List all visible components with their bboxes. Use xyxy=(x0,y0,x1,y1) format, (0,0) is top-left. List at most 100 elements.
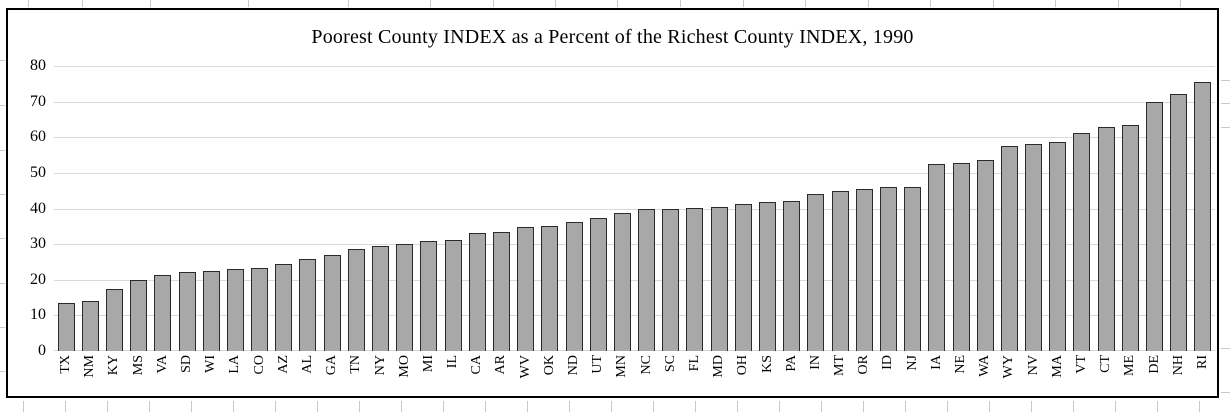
bar-PA xyxy=(783,201,801,351)
x-label-cell-MD: MD xyxy=(707,355,731,397)
sheet-gridline-stub xyxy=(617,0,618,7)
bar-AR xyxy=(492,231,510,351)
x-label-cell-NH: NH xyxy=(1167,355,1191,397)
y-tick-label-0: 0 xyxy=(38,342,46,359)
gridline-80 xyxy=(54,66,1215,67)
x-tick-label-VT: VT xyxy=(1073,355,1089,374)
x-tick-label-MO: MO xyxy=(396,355,412,378)
bar-MD xyxy=(710,206,728,351)
bar-FL xyxy=(686,208,704,351)
gridline-70 xyxy=(54,101,1215,103)
x-label-cell-OK: OK xyxy=(538,355,562,397)
bar-CA xyxy=(468,233,486,351)
bar-MI xyxy=(420,241,438,351)
bar-VT xyxy=(1073,132,1091,351)
sheet-gridline-stub xyxy=(611,401,612,412)
sheet-gridline-stub xyxy=(1073,401,1074,412)
x-axis: TX NM KY MS VA SD WI LA CO AZ AL GA TN NY MO MI IL CA AR WV… xyxy=(54,355,1215,397)
sheet-gridline-stub xyxy=(28,0,29,7)
bar-slot-IL xyxy=(441,66,465,351)
sheet-gridline-stub xyxy=(150,0,151,7)
bar-slot-CT xyxy=(1094,66,1118,351)
bar-slot-TX xyxy=(54,66,78,351)
sheet-gridline-stub xyxy=(401,401,402,412)
bar-slot-SD xyxy=(175,66,199,351)
x-label-cell-CA: CA xyxy=(465,355,489,397)
bar-GA xyxy=(323,254,341,351)
x-label-cell-WI: WI xyxy=(199,355,223,397)
x-label-cell-ND: ND xyxy=(562,355,586,397)
x-tick-label-FL: FL xyxy=(686,355,702,372)
x-label-cell-TX: TX xyxy=(54,355,78,397)
bar-RI xyxy=(1194,82,1212,351)
bar-slot-KS xyxy=(755,66,779,351)
x-tick-label-NE: NE xyxy=(953,355,969,374)
x-tick-label-AL: AL xyxy=(299,355,315,374)
bar-AL xyxy=(299,259,317,351)
gridline-50 xyxy=(54,172,1215,174)
sheet-gridline-stub xyxy=(317,401,318,412)
sheet-gridline-stub xyxy=(930,0,931,7)
x-label-cell-WA: WA xyxy=(973,355,997,397)
bar-MO xyxy=(396,243,414,351)
sheet-gridline-stub xyxy=(443,401,444,412)
x-tick-label-ME: ME xyxy=(1122,355,1138,376)
x-label-cell-AZ: AZ xyxy=(272,355,296,397)
x-axis-line xyxy=(54,350,1215,351)
bar-ME xyxy=(1121,125,1139,351)
x-tick-label-KY: KY xyxy=(106,355,122,376)
sheet-gridline-stub xyxy=(0,238,5,239)
x-label-cell-SD: SD xyxy=(175,355,199,397)
sheet-gridline-stub xyxy=(359,401,360,412)
x-tick-label-OR: OR xyxy=(856,355,872,375)
x-label-cell-SC: SC xyxy=(659,355,683,397)
bar-slot-OH xyxy=(731,66,755,351)
sheet-gridline-stub xyxy=(1221,348,1230,349)
x-tick-label-MT: MT xyxy=(832,355,848,376)
x-tick-label-CO: CO xyxy=(251,355,267,375)
bar-slot-NH xyxy=(1167,66,1191,351)
x-tick-label-WI: WI xyxy=(203,355,219,373)
bar-OR xyxy=(855,188,873,351)
bar-UT xyxy=(589,218,607,351)
bar-slot-UT xyxy=(586,66,610,351)
bar-slot-PA xyxy=(780,66,804,351)
bar-slot-WI xyxy=(199,66,223,351)
x-tick-label-ID: ID xyxy=(880,355,896,370)
x-tick-label-AR: AR xyxy=(493,355,509,375)
sheet-gridline-stub xyxy=(805,0,806,7)
bar-TX xyxy=(57,303,75,351)
bar-IL xyxy=(444,239,462,351)
gridline-60 xyxy=(54,137,1215,139)
x-label-cell-GA: GA xyxy=(320,355,344,397)
sheet-gridline-stub xyxy=(905,401,906,412)
x-label-cell-AR: AR xyxy=(489,355,513,397)
sheet-gridline-stub xyxy=(1055,0,1056,7)
x-label-cell-MN: MN xyxy=(610,355,634,397)
bar-NM xyxy=(81,300,99,351)
plot-area xyxy=(54,66,1215,351)
sheet-gridline-stub xyxy=(0,105,5,106)
sheet-gridline-stub xyxy=(233,401,234,412)
sheet-gridline-stub xyxy=(1199,401,1200,412)
chart-object[interactable]: Poorest County INDEX as a Percent of the… xyxy=(6,8,1219,398)
sheet-gridline-stub xyxy=(248,0,249,7)
x-tick-label-NV: NV xyxy=(1025,355,1041,376)
sheet-gridline-stub xyxy=(1031,401,1032,412)
x-label-cell-CT: CT xyxy=(1094,355,1118,397)
sheet-gridline-stub xyxy=(947,401,948,412)
x-label-cell-NC: NC xyxy=(635,355,659,397)
x-label-cell-MI: MI xyxy=(417,355,441,397)
x-tick-label-TN: TN xyxy=(348,355,364,374)
x-tick-label-TX: TX xyxy=(58,355,74,374)
bar-slot-ND xyxy=(562,66,586,351)
sheet-gridline-stub xyxy=(0,60,5,61)
sheet-gridline-stub xyxy=(348,0,349,7)
bar-CT xyxy=(1097,126,1115,351)
bar-NC xyxy=(638,208,656,351)
bar-MT xyxy=(831,191,849,351)
bar-slot-NY xyxy=(368,66,392,351)
bar-AZ xyxy=(275,264,293,351)
bar-ND xyxy=(565,221,583,351)
x-label-cell-MO: MO xyxy=(393,355,417,397)
